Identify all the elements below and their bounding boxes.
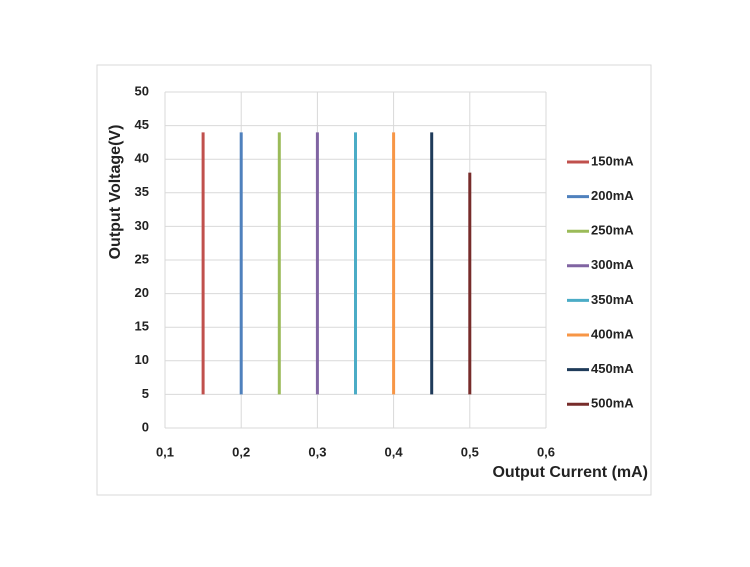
y-tick-label: 40 xyxy=(135,151,149,166)
y-tick-label: 25 xyxy=(135,251,149,266)
y-tick-label: 5 xyxy=(142,386,149,401)
legend-label: 200mA xyxy=(591,188,634,203)
legend-label: 400mA xyxy=(591,326,634,341)
legend-label: 500mA xyxy=(591,396,634,411)
x-axis-title: Output Current (mA) xyxy=(492,464,648,481)
legend-label: 450mA xyxy=(591,361,634,376)
y-tick-label: 15 xyxy=(135,319,149,334)
y-axis-title: Output Voltage(V) xyxy=(107,125,124,260)
y-tick-label: 10 xyxy=(135,352,149,367)
chart-frame xyxy=(96,64,652,496)
x-tick-label: 0,1 xyxy=(156,444,174,459)
x-tick-label: 0,4 xyxy=(385,444,404,459)
legend-label: 250mA xyxy=(591,223,634,238)
legend-label: 150mA xyxy=(591,153,634,168)
y-tick-label: 35 xyxy=(135,184,149,199)
x-tick-label: 0,3 xyxy=(308,444,326,459)
x-tick-label: 0,2 xyxy=(232,444,250,459)
y-tick-label: 30 xyxy=(135,218,149,233)
legend-label: 300mA xyxy=(591,257,634,272)
y-tick-label: 50 xyxy=(135,83,149,98)
y-tick-label: 45 xyxy=(135,117,149,132)
y-tick-label: 20 xyxy=(135,285,149,300)
y-tick-label: 0 xyxy=(142,419,149,434)
x-tick-label: 0,6 xyxy=(537,444,555,459)
legend-label: 350mA xyxy=(591,292,634,307)
x-tick-label: 0,5 xyxy=(461,444,479,459)
